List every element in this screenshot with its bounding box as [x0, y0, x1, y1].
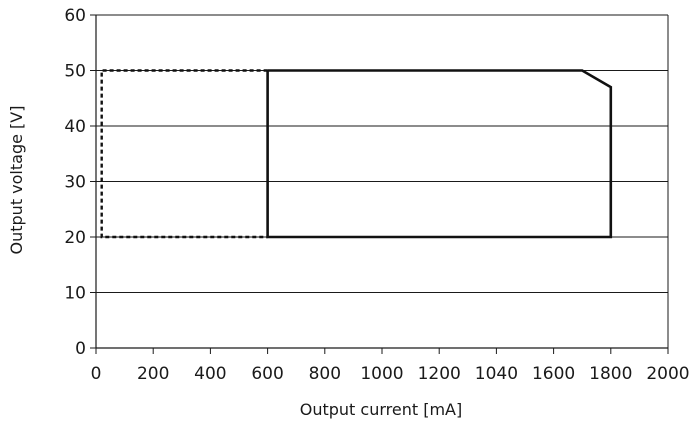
y-tick-label-2: 20: [64, 228, 86, 248]
y-tick-label-5: 50: [64, 62, 86, 82]
series-layer: [100, 69, 613, 239]
x-axis-label: Output current [mA]: [300, 400, 462, 419]
ticks: 0 200 400 600 800 1000 1200 1040 1600 1800 2000010…: [64, 6, 689, 384]
x-tick-label-6: 1200: [418, 364, 461, 384]
x-tick-label-5: 1000: [360, 364, 403, 384]
x-tick-label-1: 200: [137, 364, 169, 384]
grid-lines: [96, 14, 668, 293]
x-tick-label-0: 0: [91, 364, 102, 384]
y-tick-label-4: 40: [64, 117, 86, 137]
y-tick-label-3: 30: [64, 173, 86, 193]
y-axis-label: Output voltage [V]: [7, 106, 26, 255]
series-1-outline: [100, 69, 268, 239]
y-tick-label-1: 10: [64, 284, 86, 304]
x-tick-label-2: 400: [194, 364, 226, 384]
x-tick-label-9: 1800: [589, 364, 632, 384]
series-0-outline: [266, 69, 613, 239]
x-tick-label-3: 600: [251, 364, 283, 384]
y-tick-label-0: 0: [75, 339, 86, 359]
x-tick-label-8: 1600: [532, 364, 575, 384]
y-tick-label-6: 60: [64, 6, 86, 26]
x-tick-label-7: 1040: [475, 364, 518, 384]
x-tick-label-10: 2000: [646, 364, 689, 384]
x-tick-label-4: 800: [309, 364, 341, 384]
